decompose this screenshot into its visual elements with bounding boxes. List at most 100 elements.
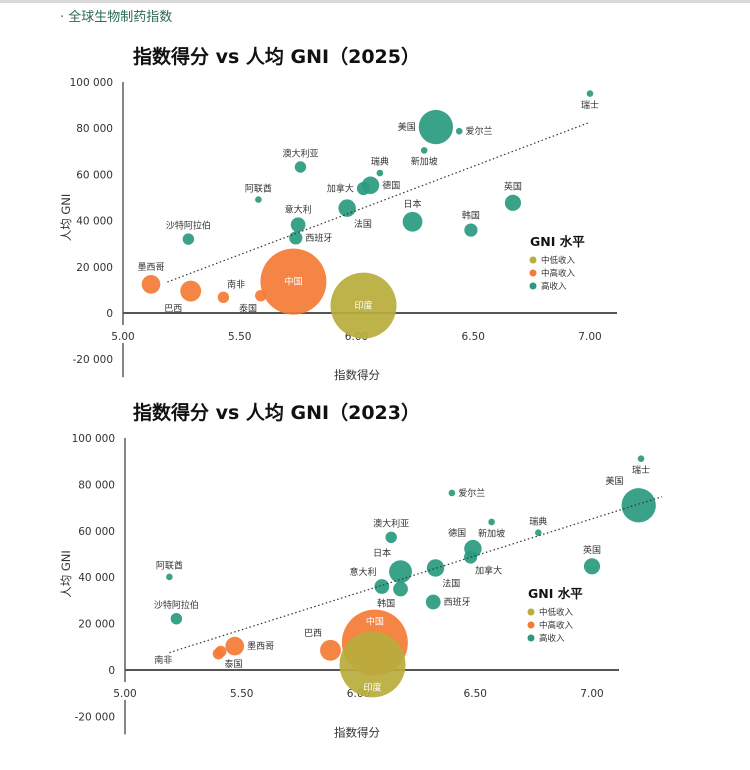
x-tick-label: 7.00 [580,688,603,700]
y-axis-label: 人均 GNI [59,550,73,598]
legend-item: 高收入 [539,633,565,644]
legend-marker [527,634,535,642]
bubble-13 [464,223,478,237]
point-label: 西班牙 [444,596,471,608]
legend-item: 高收入 [541,281,567,292]
bubble-14 [425,594,441,610]
y-tick-label: -20 000 [74,711,115,723]
x-tick-label: 5.50 [228,331,251,343]
x-tick-label: 6.50 [462,331,485,343]
bubble-1 [418,109,454,145]
point-label: 日本 [373,547,391,559]
point-label: 墨西哥 [247,641,274,652]
bubble-21 [330,272,397,339]
bubble-8 [583,558,601,575]
point-label: 巴西 [164,303,182,314]
bubble-19 [225,636,245,656]
bubble-9 [504,194,522,211]
x-tick-label: 7.00 [578,331,601,343]
bubble-5 [376,169,384,177]
point-label: 印度 [364,681,382,693]
legend-marker [529,269,537,277]
point-label: 阿联酋 [245,182,272,194]
bubble-18 [217,291,230,304]
bubble-17 [339,631,406,698]
bubble-15 [170,613,183,625]
y-tick-label: 80 000 [76,123,113,135]
point-label: 加拿大 [327,182,354,194]
point-label: 德国 [382,179,400,191]
point-label: 日本 [404,198,422,210]
bubble-2 [448,489,456,497]
bubble-21 [212,648,225,660]
point-label: 巴西 [304,628,322,639]
point-label: 南非 [154,654,172,666]
point-label: 法国 [442,578,460,590]
y-tick-label: 0 [106,308,113,320]
point-label: 泰国 [239,302,257,314]
bubble-9 [426,559,445,577]
legend-title: GNI 水平 [530,234,585,249]
x-tick-label: 5.50 [230,688,253,700]
chart-2023: 指数得分 vs 人均 GNI（2023） 100 000 80 000 60 000 4… [59,401,663,739]
legend-item: 中低收入 [541,255,576,266]
bubble-4 [294,161,307,173]
y-tick-label: -20 000 [72,354,113,366]
x-tick-label: 5.00 [113,688,136,700]
point-label: 沙特阿拉伯 [166,219,211,231]
point-label: 美国 [398,121,416,133]
y-tick-label: 100 000 [70,77,113,89]
point-label: 加拿大 [475,565,502,577]
y-tick-label: 20 000 [78,619,115,631]
bubble-1 [621,488,656,523]
point-label: 新加坡 [478,527,505,539]
bubble-14 [182,233,195,245]
point-label: 西班牙 [305,232,332,244]
bubble-3 [488,518,495,526]
x-axis-label: 指数得分 [334,725,380,739]
trendline [169,496,663,654]
x-tick-label: 5.00 [111,331,134,343]
point-label: 中国 [366,616,384,628]
y-tick-label: 40 000 [78,572,115,584]
chart-title: 指数得分 vs 人均 GNI（2025） [133,45,420,68]
bubble-16 [141,275,161,294]
bubble-11 [402,211,423,232]
y-tick-label: 20 000 [76,262,113,274]
legend-marker [529,282,537,290]
point-label: 韩国 [377,597,395,609]
bubble-2 [455,127,463,135]
point-label: 爱尔兰 [458,487,485,499]
x-axis-label: 指数得分 [334,368,380,382]
bubble-0 [586,90,594,97]
bubble-17 [180,280,202,302]
point-label: 韩国 [462,209,480,221]
legend-title: GNI 水平 [528,586,583,601]
chart-2025: 指数得分 vs 人均 GNI（2025） 100 000 80 000 60 000 4… [59,45,617,382]
point-label: 中国 [284,276,302,288]
trendline [167,121,591,283]
legend-item: 中低收入 [539,607,574,618]
x-tick-label: 6.50 [464,688,487,700]
bubble-10 [389,560,412,584]
bubble-19 [255,289,267,302]
bubble-18 [320,639,341,661]
point-label: 英国 [583,544,601,556]
y-tick-label: 40 000 [76,216,113,228]
point-label: 澳大利亚 [282,147,318,159]
y-tick-label: 80 000 [78,479,115,491]
point-label: 瑞典 [371,156,389,168]
legend-item: 中高收入 [539,620,574,631]
point-label: 意大利 [285,203,312,215]
y-tick-label: 100 000 [72,433,115,445]
bubble-12 [290,217,306,233]
bubble-20 [260,248,327,315]
point-label: 英国 [504,181,522,193]
point-label: 南非 [227,279,245,291]
y-tick-label: 60 000 [78,526,115,538]
point-label: 瑞士 [632,464,650,476]
point-label: 新加坡 [411,156,438,168]
point-label: 墨西哥 [138,262,165,273]
point-label: 瑞士 [581,99,599,111]
bubble-11 [166,573,173,581]
